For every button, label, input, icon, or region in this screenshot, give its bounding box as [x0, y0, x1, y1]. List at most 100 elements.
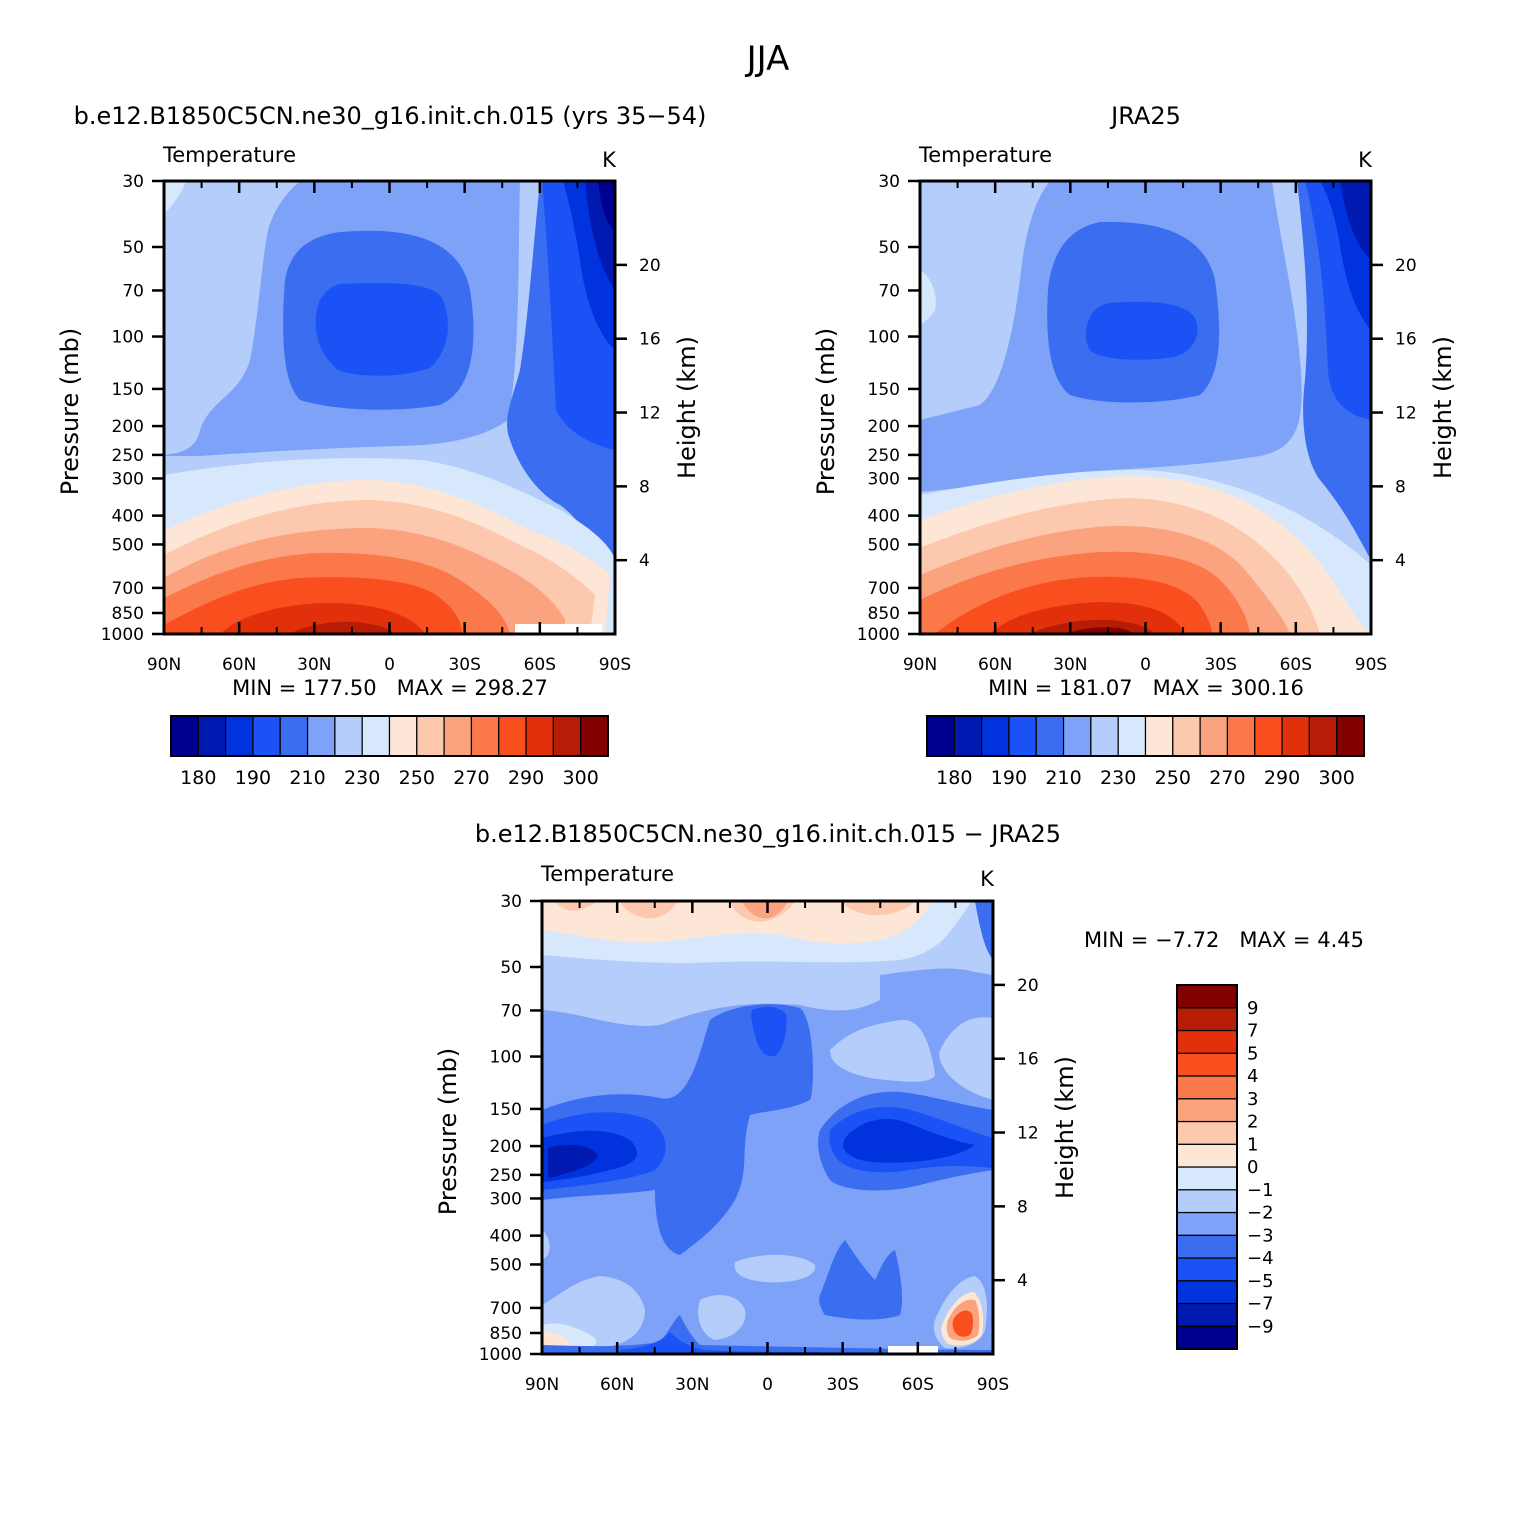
panel-obs: JRA25 Temperature K 90N 60N 30N 0 30S 60S 90S 3…	[812, 102, 1457, 675]
colorbar-swatch	[1176, 1007, 1238, 1032]
x-tick-label: 90S	[977, 1375, 1009, 1395]
colorbar-label: 290	[508, 767, 544, 789]
contour-fill	[1085, 301, 1198, 360]
y-tick-label: 100	[868, 328, 900, 348]
colorbar-label: −4	[1247, 1248, 1274, 1269]
colorbar-label: −7	[1247, 1294, 1274, 1315]
y-right-tick-label: 12	[1395, 404, 1417, 424]
colorbar-label: 230	[1100, 767, 1136, 789]
colorbar-label: 190	[235, 767, 271, 789]
colorbar-swatch	[1176, 984, 1238, 1009]
x-tick-label: 30N	[1053, 655, 1087, 675]
y-right-tick-label: 8	[1017, 1197, 1028, 1217]
colorbar-swatch	[580, 715, 609, 757]
y-tick-label: 1000	[857, 625, 900, 645]
colorbar-swatch	[1176, 1325, 1238, 1350]
colorbar-label: 180	[180, 767, 216, 789]
panel-model: b.e12.B1850C5CN.ne30_g16.init.ch.015 (yr…	[56, 102, 706, 675]
y-tick-label: 300	[490, 1189, 522, 1209]
colorbar-model: 180 190 210 230 250 270 290 300	[170, 715, 609, 789]
y-tick-label: 150	[490, 1100, 522, 1120]
panel-model-axes: 90N 60N 30N 0 30S 60S 90S 30 50 70 100 150 200 250 300…	[56, 172, 701, 675]
colorbar-swatch	[1336, 715, 1365, 757]
y-tick-label: 70	[122, 281, 144, 301]
y-tick-label: 30	[500, 892, 522, 912]
x-tick-label: 90N	[525, 1375, 559, 1395]
colorbar-label: 1	[1247, 1134, 1258, 1155]
y-tick-label: 400	[112, 507, 144, 527]
x-tick-label: 60N	[600, 1375, 634, 1395]
contour-fill	[698, 1295, 746, 1340]
contour-fill	[830, 1019, 935, 1082]
colorbar-frame	[1176, 984, 1238, 1350]
contour-fill	[1340, 181, 1371, 260]
colorbar-label: 5	[1247, 1043, 1258, 1064]
colorbar-swatch	[1176, 1257, 1238, 1282]
panel-model-contours	[164, 181, 615, 634]
colorbar-label: 190	[991, 767, 1027, 789]
colorbar-swatch	[1172, 715, 1201, 757]
y-right-tick-label: 20	[1017, 976, 1039, 996]
y-tick-label: 30	[878, 172, 900, 192]
colorbar-label: 300	[563, 767, 599, 789]
contour-fill	[315, 283, 448, 376]
y-tick-label: 200	[868, 417, 900, 437]
colorbar-swatch	[1176, 1052, 1238, 1077]
colorbar-swatch	[953, 715, 983, 757]
y-right-tick-label: 12	[639, 404, 661, 424]
contour-fill	[598, 181, 615, 232]
y-right-tick-label: 20	[1395, 256, 1417, 276]
y-right-axis-label: Height (km)	[1429, 336, 1457, 479]
colorbar-swatch	[279, 715, 309, 757]
panel-obs-title: JRA25	[1109, 102, 1181, 130]
figure-title: JJA	[745, 39, 790, 79]
y-tick-label: 1000	[479, 1345, 522, 1365]
panel-obs-minmax: MIN = 181.07 MAX = 300.16	[988, 676, 1304, 700]
contour-fill	[975, 901, 993, 960]
colorbar-label: 270	[1209, 767, 1245, 789]
colorbar-label: 270	[453, 767, 489, 789]
colorbar-label: 290	[1264, 767, 1300, 789]
y-tick-label: 700	[490, 1299, 522, 1319]
colorbar-swatch	[1176, 1143, 1238, 1168]
panel-obs-contours	[920, 181, 1371, 634]
contour-fill	[542, 1004, 813, 1255]
y-tick-label: 400	[868, 507, 900, 527]
contour-fill	[542, 975, 880, 1026]
y-tick-label: 200	[490, 1137, 522, 1157]
contour-fill	[1065, 627, 1134, 634]
contour-fill	[734, 1254, 816, 1283]
x-tick-label: 30N	[297, 655, 331, 675]
colorbar-swatch	[981, 715, 1010, 757]
x-tick-label: 90S	[599, 655, 631, 675]
x-tick-label: 60N	[222, 655, 256, 675]
colorbar-label: 250	[399, 767, 435, 789]
colorbar-swatch	[1199, 715, 1229, 757]
panel-obs-left-title: Temperature	[918, 143, 1052, 167]
colorbar-label: −9	[1247, 1316, 1274, 1337]
colorbar-swatch	[552, 715, 582, 757]
colorbar-swatch	[388, 715, 418, 757]
panel-obs-units: K	[1358, 148, 1373, 172]
colorbar-label: −1	[1247, 1180, 1274, 1201]
colorbar-swatch	[443, 715, 473, 757]
panel-diff-left-title: Temperature	[540, 862, 674, 886]
contour-fill	[555, 901, 598, 911]
colorbar-swatch	[1144, 715, 1174, 757]
y-tick-label: 300	[868, 469, 900, 489]
y-axis-label: Pressure (mb)	[812, 328, 840, 495]
y-tick-label: 70	[500, 1001, 522, 1021]
panel-diff-title: b.e12.B1850C5CN.ne30_g16.init.ch.015 − J…	[475, 820, 1061, 848]
colorbar-label: 2	[1247, 1112, 1258, 1133]
contour-fill	[164, 181, 186, 214]
contour-fill	[620, 901, 678, 919]
colorbar-swatch	[306, 715, 336, 757]
colorbar-label: 0	[1247, 1157, 1258, 1178]
x-tick-label: 30S	[826, 1375, 858, 1395]
y-tick-label: 850	[868, 604, 900, 624]
y-tick-label: 700	[112, 579, 144, 599]
y-tick-label: 200	[112, 417, 144, 437]
x-tick-label: 0	[1140, 655, 1151, 675]
colorbar-swatch	[1176, 1189, 1238, 1214]
y-tick-label: 150	[112, 380, 144, 400]
